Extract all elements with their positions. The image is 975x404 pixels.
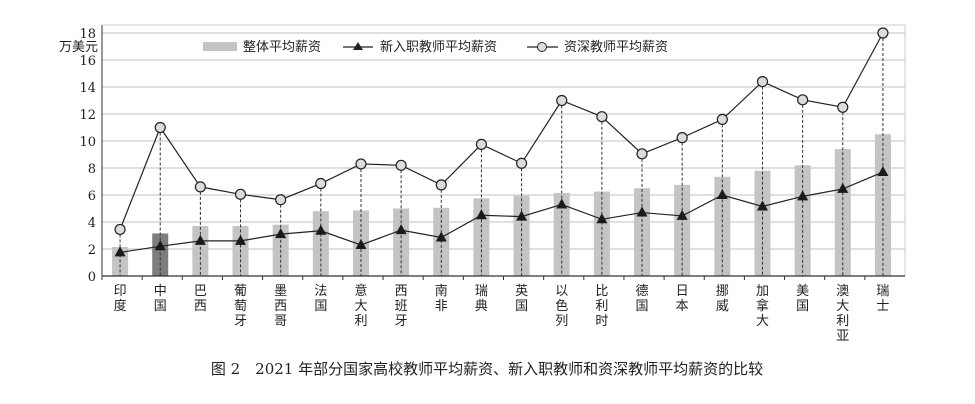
senior-salary-point [556, 94, 568, 107]
senior-salary-point [797, 94, 809, 106]
y-tick-label: 2 [88, 243, 96, 258]
senior-salary-point [837, 101, 849, 113]
bar [553, 192, 570, 276]
bars-overall [112, 134, 891, 276]
x-tick-label: 葡萄牙 [234, 284, 247, 329]
legend-label-new: 新入职教师平均薪资 [380, 39, 497, 55]
senior-salary-point [756, 75, 769, 88]
x-tick-label: 挪威 [716, 284, 729, 314]
senior-salary-point [475, 138, 488, 150]
new-salary-point [676, 209, 688, 220]
x-tick-label: 意大利 [354, 283, 367, 329]
x-tick-label: 英国 [515, 284, 528, 314]
legend-circle-icon [537, 42, 547, 52]
legend-triangle-icon [353, 42, 363, 50]
legend-swatch-overall [203, 42, 237, 51]
x-tick-label: 南非 [435, 283, 448, 314]
new-salary-point [194, 234, 206, 245]
series-lines [114, 27, 889, 257]
x-tick-label: 巴西 [194, 284, 207, 314]
senior-salary-point [315, 177, 327, 190]
senior-salary-point [515, 157, 528, 169]
new-salary-line [119, 171, 884, 253]
x-tick-label: 以色列 [555, 284, 568, 329]
x-tick-label: 日本 [676, 284, 689, 314]
y-tick-label: 8 [88, 162, 96, 177]
y-axis: 0 2 4 6 8 10 12 14 16 18 [79, 24, 906, 285]
new-salary-point [756, 200, 768, 211]
senior-salary-point [275, 194, 287, 206]
x-tick-label: 德国 [636, 284, 649, 314]
senior-salary-point [877, 27, 889, 39]
x-tick-label: 法国 [314, 284, 327, 314]
legend: 整体平均薪资 新入职教师平均薪资 资深教师平均薪资 [203, 39, 668, 55]
new-salary-point [275, 228, 287, 239]
y-axis-label: 万美元 [59, 40, 98, 55]
legend-label-overall: 整体平均薪资 [243, 40, 321, 55]
x-tick-label: 美国 [796, 284, 809, 314]
gridlines [102, 32, 905, 250]
new-salary-point [596, 213, 608, 224]
y-tick-label: 14 [79, 81, 96, 96]
x-tick-label: 西班牙 [395, 284, 408, 329]
new-salary-point [716, 189, 728, 199]
senior-salary-point [395, 159, 407, 171]
new-salary-point [395, 224, 407, 235]
senior-salary-point [194, 181, 206, 193]
new-salary-point [837, 182, 849, 193]
new-salary-point [636, 206, 648, 217]
figure-caption: 图 2 2021 年部分国家高校教师平均薪资、新入职教师和资深教师平均薪资的比较 [211, 360, 763, 378]
x-tick-label: 中国 [154, 284, 167, 314]
y-tick-label: 18 [79, 27, 96, 42]
senior-salary-point [234, 188, 247, 200]
senior-salary-point [355, 158, 367, 170]
x-tick-label: 澳大利亚 [836, 283, 849, 344]
new-salary-point [797, 190, 809, 201]
new-salary-point [355, 238, 367, 249]
y-tick-label: 4 [88, 216, 96, 231]
new-salary-point [114, 246, 126, 257]
y-tick-label: 0 [88, 270, 96, 285]
senior-salary-point [435, 179, 447, 191]
senior-salary-point [154, 121, 166, 134]
senior-salary-point [676, 132, 688, 144]
x-tick-label: 印度 [114, 284, 127, 314]
y-tick-label: 6 [88, 189, 96, 204]
new-salary-point [475, 209, 487, 220]
senior-salary-line [119, 32, 884, 230]
senior-salary-point [596, 111, 608, 123]
x-tick-label: 比利时 [595, 284, 608, 329]
x-tick-label: 加拿大 [756, 284, 769, 329]
new-salary-point [435, 231, 447, 242]
legend-label-senior: 资深教师平均薪资 [564, 39, 668, 55]
senior-salary-point [114, 223, 126, 236]
new-salary-point [556, 198, 568, 209]
new-salary-point [877, 166, 889, 177]
new-salary-point [315, 224, 327, 235]
y-tick-label: 12 [79, 108, 96, 123]
new-salary-point [235, 234, 247, 245]
senior-salary-point [636, 148, 648, 160]
x-tick-label: 瑞典 [475, 284, 488, 314]
y-tick-label: 10 [79, 135, 96, 150]
bar [634, 188, 651, 276]
y-tick-label: 16 [79, 54, 96, 69]
senior-salary-point [716, 113, 728, 126]
bar [192, 226, 209, 276]
new-salary-point [516, 210, 528, 221]
new-salary-point [154, 240, 166, 251]
x-tick-label: 瑞士 [876, 284, 889, 314]
x-tick-label: 墨西哥 [274, 284, 287, 329]
